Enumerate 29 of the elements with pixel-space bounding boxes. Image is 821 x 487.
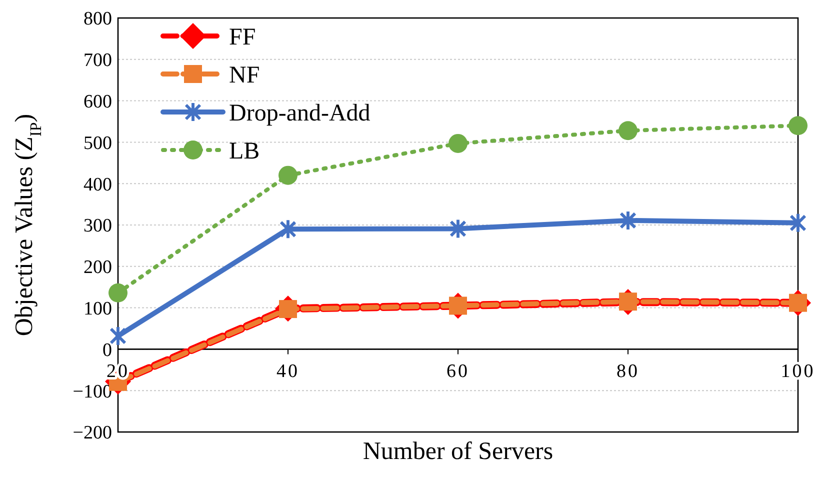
point	[280, 218, 296, 240]
x-tick-label: 40	[276, 361, 300, 382]
x-tick-label: 80	[616, 361, 640, 382]
point	[450, 218, 466, 240]
legend-label: FF	[229, 24, 256, 50]
y-tick-label: 300	[84, 216, 112, 237]
point	[108, 283, 128, 302]
x-tick-label: 60	[446, 361, 470, 382]
legend-label: Drop-and-Add	[229, 100, 370, 126]
point	[110, 325, 126, 346]
y-tick-label: 700	[84, 50, 112, 72]
point	[618, 121, 638, 140]
point	[790, 212, 806, 234]
y-tick-label: 600	[84, 91, 112, 112]
y-tick-label: 100	[84, 298, 112, 320]
legend-label: NF	[229, 62, 260, 88]
point	[788, 116, 808, 136]
y-tick-label: −200	[72, 422, 112, 444]
x-axis-title: Number of Servers	[362, 438, 554, 465]
point	[448, 134, 468, 153]
y-tick-label: 500	[84, 132, 112, 154]
point	[620, 210, 636, 231]
y-tick-label: 0	[102, 340, 112, 361]
y-tick-label: 400	[84, 174, 112, 196]
y-tick-label: 800	[84, 8, 112, 30]
legend-label: LB	[229, 138, 260, 164]
y-tick-label: 200	[84, 257, 112, 278]
x-tick-label: 20	[106, 361, 130, 382]
point	[278, 166, 298, 185]
